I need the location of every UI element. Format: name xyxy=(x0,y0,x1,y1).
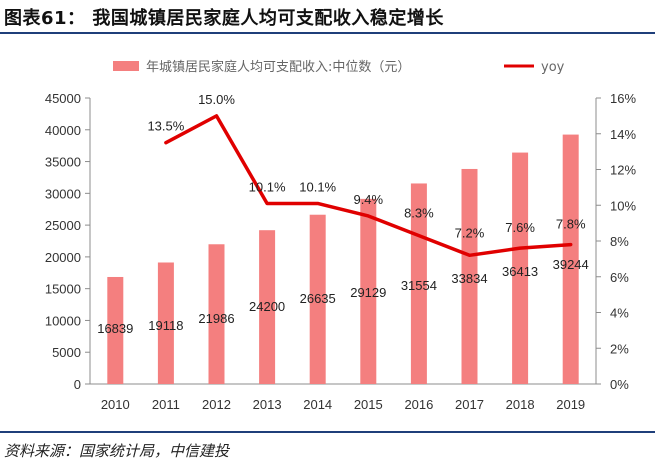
y-left-tick-label: 40000 xyxy=(45,123,81,138)
yoy-line xyxy=(164,114,573,258)
figure-title: 图表61： 我国城镇居民家庭人均可支配收入稳定增长 xyxy=(4,8,444,29)
y-left-tick-label: 20000 xyxy=(45,250,81,265)
yoy-data-label: 9.4% xyxy=(353,192,383,207)
yoy-data-label: 10.1% xyxy=(299,179,336,194)
x-tick-label: 2018 xyxy=(506,397,535,412)
yoy-data-label: 7.6% xyxy=(505,220,535,235)
y-right-tick-label: 12% xyxy=(610,163,636,178)
bar-data-label: 31554 xyxy=(401,278,437,293)
y-right-tick-label: 14% xyxy=(610,127,636,142)
bar-data-label: 36413 xyxy=(502,264,538,279)
x-tick-label: 2010 xyxy=(101,397,130,412)
bar xyxy=(562,134,579,384)
y-axis-left: 0 5000 10000 15000 20000 25000 30000 35000 40000… xyxy=(45,91,91,392)
y-right-tick-label: 0% xyxy=(610,377,629,392)
source-rule xyxy=(0,431,655,433)
y-right-tick-label: 4% xyxy=(610,306,629,321)
legend: 年城镇居民家庭人均可支配收入:中位数（元） yoy xyxy=(113,59,565,75)
legend-bar-label: 年城镇居民家庭人均可支配收入:中位数（元） xyxy=(146,59,410,75)
bar xyxy=(309,214,326,384)
bar xyxy=(461,168,478,384)
yoy-data-label: 7.8% xyxy=(556,217,586,232)
legend-line-label: yoy xyxy=(541,60,565,75)
x-tick-label: 2019 xyxy=(556,397,585,412)
x-tick-label: 2012 xyxy=(202,397,231,412)
bar-labels: 16839 19118 21986 24200 26635 29129 31554 33834… xyxy=(97,257,589,336)
bar-data-label: 21986 xyxy=(198,311,234,326)
x-tick-label: 2017 xyxy=(455,397,484,412)
bar-data-label: 29129 xyxy=(350,285,386,300)
legend-bar-swatch xyxy=(113,61,139,71)
y-left-tick-label: 5000 xyxy=(52,345,81,360)
x-tick-label: 2011 xyxy=(152,397,180,412)
y-left-tick-label: 45000 xyxy=(45,91,81,106)
yoy-data-label: 8.3% xyxy=(404,206,434,221)
x-tick-label: 2014 xyxy=(303,397,332,412)
yoy-series xyxy=(164,114,573,258)
y-right-tick-label: 16% xyxy=(610,91,636,106)
x-axis: 2010 2011 2012 2013 2014 2015 2016 2017 2018 2019 xyxy=(90,383,596,412)
bar xyxy=(107,276,124,384)
source-note: 资料来源：国家统计局，中信建投 xyxy=(4,442,230,460)
bar-data-label: 33834 xyxy=(451,271,487,286)
y-right-tick-label: 6% xyxy=(610,270,629,285)
y-left-tick-label: 0 xyxy=(74,377,81,392)
y-axis-right: 0% 2% 4% 6% 8% 10% 12% 14% 16% xyxy=(595,91,636,392)
bar xyxy=(208,244,225,384)
x-tick-label: 2013 xyxy=(253,397,282,412)
bar xyxy=(259,230,276,384)
x-tick-label: 2016 xyxy=(404,397,433,412)
y-right-tick-label: 2% xyxy=(610,341,629,356)
yoy-data-label: 7.2% xyxy=(455,225,485,240)
bar-data-label: 16839 xyxy=(97,321,133,336)
yoy-labels: 13.5% 15.0% 10.1% 10.1% 9.4% 8.3% 7.2% 7.6% 7.8% xyxy=(147,92,585,240)
bar xyxy=(360,198,377,384)
y-left-tick-label: 35000 xyxy=(45,155,81,170)
yoy-data-label: 10.1% xyxy=(249,179,286,194)
bar-data-label: 19118 xyxy=(148,318,183,333)
bar-series xyxy=(107,134,579,384)
bar-data-label: 39244 xyxy=(553,257,589,272)
title-rule xyxy=(0,32,655,34)
bar-data-label: 26635 xyxy=(300,291,336,306)
y-right-tick-label: 8% xyxy=(610,234,629,249)
y-left-tick-label: 25000 xyxy=(45,218,81,233)
yoy-data-label: 13.5% xyxy=(147,119,184,134)
x-tick-label: 2015 xyxy=(354,397,383,412)
y-right-tick-label: 10% xyxy=(610,198,636,213)
y-left-tick-label: 15000 xyxy=(45,282,81,297)
y-left-tick-label: 10000 xyxy=(45,313,81,328)
y-left-tick-label: 30000 xyxy=(45,186,81,201)
bar-data-label: 24200 xyxy=(249,299,285,314)
bar xyxy=(512,152,529,384)
bar xyxy=(157,262,174,384)
yoy-data-label: 15.0% xyxy=(198,92,235,107)
